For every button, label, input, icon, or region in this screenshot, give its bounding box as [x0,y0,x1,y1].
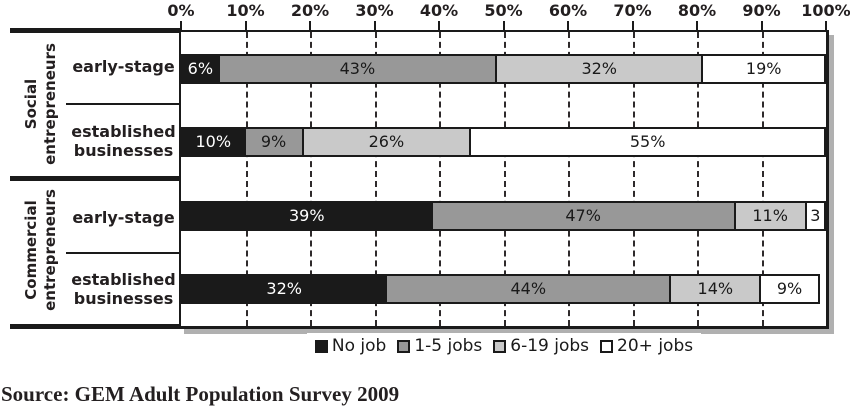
x-axis-tick-label: 70% [613,1,652,20]
row-label-social-established: established businesses [66,105,181,176]
row-divider-commercial [66,252,181,254]
x-axis-tick-mark [760,21,763,30]
x-axis-tick-mark [631,21,634,30]
bar-row-commercial-established: 32% 44% 14% 9% [181,253,826,327]
bar-segment-6-19-jobs: 14% [671,274,762,305]
bar-segment-20-jobs: 3 [806,200,826,231]
gridline [568,32,570,326]
bar-segment-6-19-jobs: 26% [303,127,472,158]
stacked-bar: 6% 43% 32% 19% [181,53,826,84]
x-axis-tick-mark [244,21,247,30]
bar-segment-20-jobs: 9% [761,274,820,305]
x-axis-tick-mark [502,21,505,30]
x-axis-tick-label: 90% [742,1,781,20]
bar-segment-no-job: 6% [181,53,220,84]
x-axis-tick-label: 10% [226,1,265,20]
group-label-line: entrepreneurs [41,43,59,165]
stacked-bar: 10% 9% 26% 55% [181,127,826,158]
bar-segment-no-job: 10% [181,127,246,158]
x-axis-tick-label: 40% [419,1,459,20]
gridline [697,32,699,326]
gridline [439,32,441,326]
bar-rows: 6% 43% 32% 19% 10% 9% 26% 55% 39% 47% 11% 3 32% 44… [181,32,826,326]
row-label-social-early-stage: early-stage [66,30,181,103]
legend-swatch-icon [314,339,328,353]
x-axis-tick-label: 80% [677,1,717,20]
x-axis-tick-label: 0% [167,1,195,20]
x-axis-tick-mark [309,21,311,30]
gridline [761,32,764,326]
legend-label: 1-5 jobs [414,336,483,356]
x-axis-tick-mark [696,21,698,30]
x-axis-tick-mark [567,21,569,30]
row-label-line: established [71,121,176,141]
x-axis-tick-mark [180,21,182,30]
row-divider-social [66,103,181,105]
bar-row-social-early-stage: 6% 43% 32% 19% [181,32,826,106]
legend-item: 20+ jobs [600,336,693,356]
bar-segment-20-jobs: 19% [703,53,826,84]
gridline [310,32,312,326]
bar-segment-1-5-jobs: 43% [219,53,498,84]
gridline [503,32,506,326]
legend-item: 6-19 jobs [493,336,589,356]
bar-segment-no-job: 39% [181,200,433,231]
legend-swatch-icon [397,339,411,353]
row-label-line: businesses [73,140,174,160]
bar-row-commercial-early-stage: 39% 47% 11% 3 [181,179,826,253]
gridline [632,32,635,326]
x-axis-tick-label: 50% [484,1,523,20]
stacked-bar: 39% 47% 11% 3 [181,200,826,231]
legend-wrap: No job 1-5 jobs 6-19 jobs 20+ jobs [179,333,829,359]
bar-segment-1-5-jobs: 44% [387,274,672,305]
legend-swatch-icon [493,339,507,353]
x-axis-tick-label: 60% [548,1,588,20]
bar-segment-20-jobs: 55% [471,127,826,158]
legend-label: 20+ jobs [617,336,694,356]
bar-segment-no-job: 32% [181,274,388,305]
legend-item: 1-5 jobs [397,336,482,356]
row-label-line: businesses [73,289,174,308]
legend-label: 6-19 jobs [510,336,590,356]
group-divider-bottom [10,324,181,329]
x-axis-tick-mark [438,21,440,30]
x-axis-tick-mark [373,21,376,30]
row-label-commercial-established: established businesses [66,254,181,324]
source-note: Source: GEM Adult Population Survey 2009 [1,382,400,406]
legend-swatch-icon [600,339,614,353]
legend-item: No job [314,336,387,356]
stacked-bar: 32% 44% 14% 9% [181,274,826,305]
bar-segment-6-19-jobs: 11% [735,200,807,231]
row-label-commercial-early-stage: early-stage [66,182,181,252]
group-label-commercial-entrepreneurs: Commercial entrepreneurs [13,177,69,323]
row-label-line: early-stage [72,207,175,227]
gridline [245,32,248,326]
gridline [374,32,377,326]
group-divider-top [10,28,181,33]
x-axis: 0% 10% 20% 30% 40% 50% 60% 70% 80% 90% 100% [167,0,850,30]
bar-row-social-established: 10% 9% 26% 55% [181,106,826,180]
group-label-line: Social [22,78,40,130]
legend: No job 1-5 jobs 6-19 jobs 20+ jobs [306,333,702,359]
row-label-line: established [71,270,176,289]
bar-segment-1-5-jobs: 47% [432,200,736,231]
x-axis-tick-label: 20% [290,1,330,20]
legend-label: No job [331,336,387,356]
x-axis-tick-label: 30% [355,1,394,20]
x-axis-tick-label: 100% [801,1,850,20]
group-label-line: entrepreneurs [41,189,59,311]
group-label-line: Commercial [22,200,40,300]
bar-segment-6-19-jobs: 32% [497,53,704,84]
row-label-line: early-stage [72,57,175,76]
x-axis-tick-mark [825,21,827,30]
group-divider-middle [10,176,181,181]
plot-area: 6% 43% 32% 19% 10% 9% 26% 55% 39% 47% 11% 3 32% 44… [179,30,829,329]
group-label-social-entrepreneurs: Social entrepreneurs [13,31,69,177]
bar-segment-1-5-jobs: 9% [245,127,304,158]
